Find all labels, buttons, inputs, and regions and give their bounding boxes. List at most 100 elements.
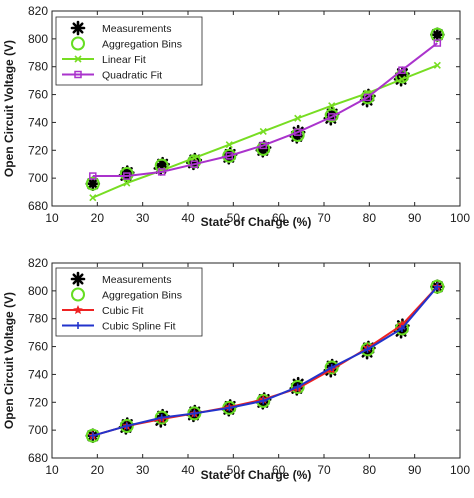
data-point <box>293 128 302 136</box>
x-tick-label: 90 <box>408 463 422 477</box>
y-tick-label: 740 <box>28 367 48 381</box>
x-tick-label: 60 <box>272 463 286 477</box>
data-point <box>119 418 134 433</box>
data-point <box>360 90 375 105</box>
x-axis-label: State of Charge (%) <box>201 215 312 229</box>
data-point <box>327 113 336 121</box>
data-point <box>398 66 406 74</box>
data-point <box>190 154 198 162</box>
y-tick-label: 800 <box>28 32 48 46</box>
y-tick-label: 820 <box>28 4 48 18</box>
data-point <box>225 404 233 412</box>
data-point <box>328 363 336 371</box>
data-point <box>398 324 406 332</box>
legend-entry: Aggregation Bins <box>71 36 182 51</box>
data-point <box>259 397 267 405</box>
x-tick-label: 30 <box>136 211 150 225</box>
y-tick-label: 740 <box>28 115 48 129</box>
x-tick-label: 80 <box>363 463 377 477</box>
x-tick-label: 80 <box>363 211 377 225</box>
y-tick-label: 780 <box>28 312 48 326</box>
data-point <box>363 93 372 102</box>
legend-entry: Cubic Spline Fit <box>62 321 176 333</box>
data-point <box>190 409 198 417</box>
x-tick-label: 50 <box>227 211 241 225</box>
data-point <box>225 152 234 160</box>
data-point <box>433 61 441 69</box>
y-tick-label: 760 <box>28 88 48 102</box>
data-point <box>85 176 100 191</box>
data-point <box>324 360 339 375</box>
legend-label: Quadratic Fit <box>102 70 162 82</box>
data-point <box>294 114 302 122</box>
y-axis-label: Open Circuit Voltage (V) <box>2 40 16 177</box>
legend-entry: Quadratic Fit <box>62 70 162 82</box>
y-tick-label: 720 <box>28 395 48 409</box>
y-tick-label: 720 <box>28 143 48 157</box>
series-quadratic-fit <box>89 39 442 180</box>
x-tick-label: 70 <box>317 211 331 225</box>
data-point <box>398 75 406 83</box>
legend-marker <box>74 55 82 63</box>
data-point <box>158 414 166 422</box>
data-point <box>225 141 233 149</box>
x-tick-label: 20 <box>91 463 105 477</box>
legend-entry: Linear Fit <box>62 54 146 66</box>
y-tick-label: 780 <box>28 60 48 74</box>
y-tick-label: 680 <box>28 451 48 465</box>
data-point <box>259 141 268 150</box>
y-tick-label: 820 <box>28 256 48 270</box>
series-cubic-spline-fit <box>89 283 441 440</box>
legend-label: Linear Fit <box>102 54 146 66</box>
legend-label: Aggregation Bins <box>102 290 182 302</box>
legend-entry: Aggregation Bins <box>71 287 182 302</box>
data-point <box>364 345 372 353</box>
x-tick-label: 20 <box>91 211 105 225</box>
data-point <box>222 148 237 163</box>
legend-marker <box>71 36 85 51</box>
legend-label: Measurements <box>102 274 171 286</box>
x-tick-label: 100 <box>450 463 470 477</box>
data-point <box>89 172 97 180</box>
legend-label: Measurements <box>102 23 171 35</box>
legend-marker <box>74 322 82 329</box>
data-point <box>119 166 134 181</box>
legend-entry: Cubic Fit <box>62 304 144 317</box>
legend-marker <box>73 304 83 315</box>
data-point <box>157 168 166 176</box>
x-tick-label: 50 <box>227 463 241 477</box>
legend-marker <box>70 271 86 287</box>
x-tick-label: 60 <box>272 211 286 225</box>
legend-entry: Measurements <box>70 20 171 36</box>
x-axis-label: State of Charge (%) <box>201 468 312 482</box>
x-tick-label: 100 <box>450 211 470 225</box>
data-point <box>190 160 199 168</box>
y-tick-label: 760 <box>28 340 48 354</box>
data-point <box>328 102 336 110</box>
legend-entry: Measurements <box>70 271 171 287</box>
data-point <box>123 179 131 187</box>
x-tick-label: 40 <box>181 463 195 477</box>
data-point <box>85 428 100 443</box>
legend-marker <box>74 70 82 79</box>
data-layer <box>85 279 445 444</box>
data-point <box>259 127 267 136</box>
data-point <box>89 432 97 440</box>
legend-marker <box>71 287 85 302</box>
y-tick-label: 800 <box>28 284 48 298</box>
data-layer <box>85 27 445 202</box>
x-tick-label: 70 <box>317 463 331 477</box>
data-point <box>89 194 97 202</box>
legend-label: Aggregation Bins <box>102 39 182 51</box>
data-point <box>433 39 442 47</box>
series-line <box>92 42 438 178</box>
y-tick-label: 700 <box>28 171 48 185</box>
legend-label: Cubic Fit <box>102 305 144 317</box>
chart-panel-2: 10 20 30 40 50 60 70 80 90 100 680 700 720 740 760 780 8… <box>2 256 470 482</box>
legend: Measurements Aggregation Bins Linear Fit Qu… <box>55 16 203 86</box>
data-point <box>324 108 339 123</box>
data-point <box>290 379 305 394</box>
x-tick-label: 30 <box>136 463 150 477</box>
x-tick-label: 40 <box>181 211 195 225</box>
